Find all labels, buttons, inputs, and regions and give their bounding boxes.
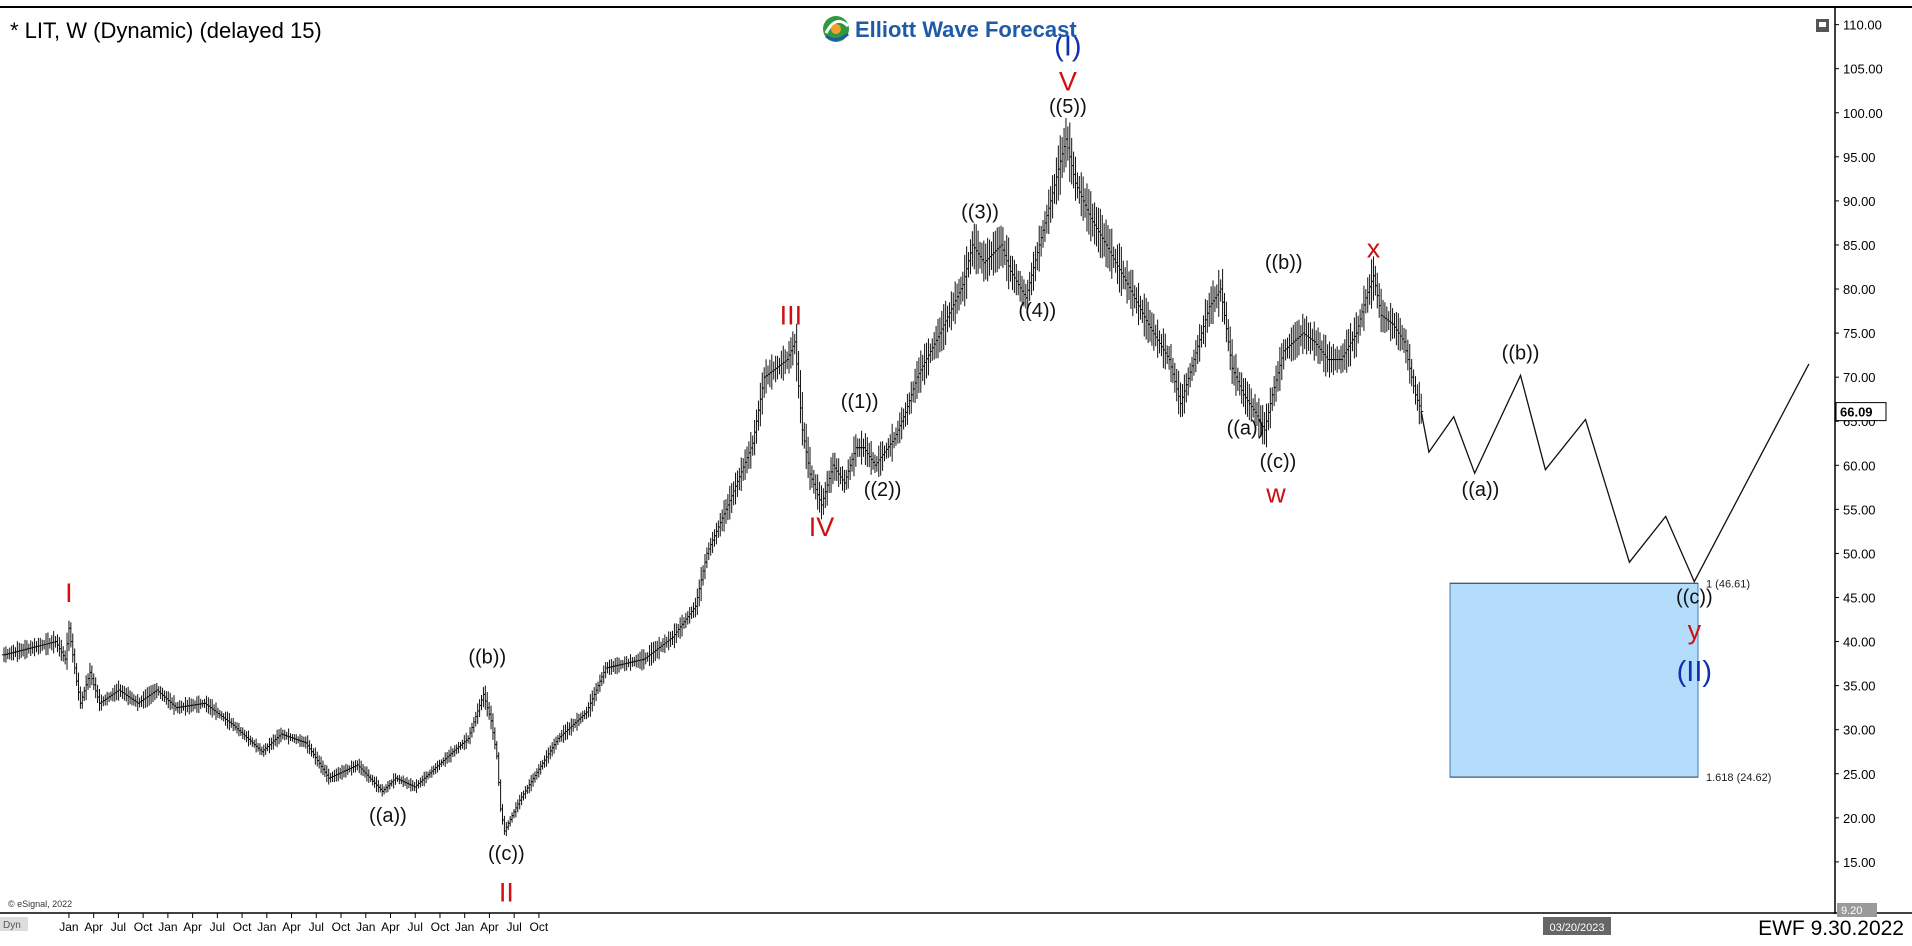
y-tick-label: 70.00 [1843,370,1876,385]
corner-label: Dyn [3,920,21,931]
date-box-text: 03/20/2023 [1549,922,1604,934]
y-tick-label: 75.00 [1843,326,1876,341]
brand-logo: Elliott Wave Forecast [823,16,1077,42]
logo-swoosh-icon [824,19,850,34]
y-tick-label: 30.00 [1843,723,1876,738]
y-tick-label: 40.00 [1843,635,1876,650]
fib-label-1618: 1.618 (24.62) [1706,772,1771,784]
y-tick-label: 90.00 [1843,194,1876,209]
x-tick-label: Jul [408,920,423,934]
last-price-label: 66.09 [1840,405,1873,420]
last-price-box [1835,402,1887,422]
wave-4-label: ((4)) [1018,300,1056,322]
x-tick-label: Oct [332,920,351,934]
window-icon[interactable] [1816,19,1829,32]
fib-label-1: 1 (46.61) [1706,578,1750,590]
wave-1-label: ((1)) [841,391,879,413]
price-bars [2,118,1424,837]
x-tick-label: Oct [431,920,450,934]
x-tick-label: Jul [506,920,521,934]
y-bottom-label: 9.20 [1841,905,1862,917]
y-bottom-box [1837,903,1877,917]
wave-x-label: x [1367,233,1381,263]
x-tick-label: Jul [210,920,225,934]
y-tick-label: 105.00 [1843,62,1883,77]
symbol-title: * LIT, W (Dynamic) (delayed 15) [10,18,322,43]
wave-labels: I((b))((a))((c))IIIIIIV((1))((2))((3))((… [65,30,1712,907]
wave-5-label: ((5)) [1049,96,1087,118]
x-tick-label: Jul [111,920,126,934]
wave-c-3-label: ((c)) [1676,587,1713,609]
wave-a-2-label: ((a)) [1227,417,1265,439]
logo-dot-icon [831,24,841,34]
chart-frame [0,6,1912,914]
x-tick-label: Apr [381,920,400,934]
x-tick-label: Oct [233,920,252,934]
x-tick-label: Jul [309,920,324,934]
y-tick-label: 25.00 [1843,767,1876,782]
window-icon-inner [1819,22,1826,27]
x-tick-label: Jan [455,920,474,934]
x-tick-label: Apr [84,920,103,934]
x-tick-label: Jan [356,920,375,934]
logo-wave-icon [825,32,849,41]
fib-zone: 1 (46.61) 1.618 (24.62) [1449,578,1771,784]
corner-box [0,917,28,931]
y-tick-label: 15.00 [1843,855,1876,870]
y-tick-label: 100.00 [1843,106,1883,121]
y-tick-label: 80.00 [1843,282,1876,297]
copyright-text: © eSignal, 2022 [8,899,72,909]
projection-line [1420,363,1810,584]
y-tick-label: 85.00 [1843,238,1876,253]
y-tick-label: 60.00 [1843,458,1876,473]
wave-IV-label: IV [809,512,835,542]
brand-name: Elliott Wave Forecast [855,17,1077,42]
time-axis: Jan Apr Jul Oct Jan Apr Jul Oct Jan Apr Jul Oct Jan A… [59,913,549,934]
x-tick-label: Jan [59,920,78,934]
y-tick-label: 35.00 [1843,679,1876,694]
y-tick-label: 20.00 [1843,811,1876,826]
projection-path [1420,363,1810,584]
y-tick-label: 95.00 [1843,150,1876,165]
x-tick-label: Apr [282,920,301,934]
wave-II-label: II [499,878,514,908]
wave-3-label: ((3)) [961,202,999,224]
y-tick-label: 110.00 [1843,18,1882,33]
x-tick-label: Oct [530,920,549,934]
wave-2-label: ((2)) [864,479,902,501]
x-tick-label: Apr [480,920,499,934]
wave-III-label: III [780,300,803,330]
price-axis: 110.00 105.00 100.00 95.00 90.00 85.00 80.00 75… [1835,18,1887,917]
x-tick-label: Jan [158,920,177,934]
wave-a-3-label: ((a)) [1462,479,1500,501]
wave-c-2-label: ((c)) [1260,451,1297,473]
date-box [1543,917,1611,935]
wave-b-3-label: ((b)) [1502,343,1540,365]
y-tick-label: 50.00 [1843,546,1876,561]
y-tick-label: 45.00 [1843,590,1876,605]
wave-I-blue-label: (I) [1054,30,1081,62]
x-tick-label: Jan [257,920,276,934]
y-tick-label: 55.00 [1843,502,1876,517]
wave-I-label: I [65,578,73,608]
wave-b-2-label: ((b)) [1265,252,1303,274]
wave-b-1-label: ((b)) [468,647,506,669]
x-tick-label: Oct [134,920,153,934]
wave-w-label: w [1265,478,1286,508]
wave-y-label: y [1688,615,1702,645]
wave-c-1-label: ((c)) [488,843,525,865]
x-tick-label: Apr [183,920,202,934]
wave-a-1-label: ((a)) [369,805,407,827]
wave-V-label: V [1059,67,1077,97]
fib-target-box [1449,582,1699,778]
wave-II-blue-label: (II) [1677,656,1712,688]
ewf-signature: EWF 9.30.2022 [1758,917,1904,940]
